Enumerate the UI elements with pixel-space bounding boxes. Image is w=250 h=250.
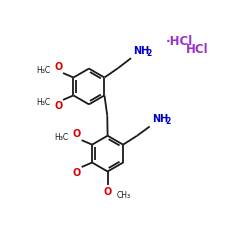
Text: NH: NH	[152, 114, 168, 124]
Text: ·HCl: ·HCl	[165, 35, 192, 48]
Text: O: O	[73, 129, 81, 139]
Text: 2: 2	[165, 117, 170, 126]
Text: NH: NH	[133, 46, 149, 56]
Text: H₃C: H₃C	[36, 98, 50, 107]
Text: O: O	[73, 168, 81, 178]
Text: H₃C: H₃C	[36, 66, 50, 74]
Text: H₃C: H₃C	[54, 133, 69, 142]
Text: O: O	[54, 101, 62, 111]
Text: 2: 2	[146, 49, 152, 58]
Text: O: O	[54, 62, 62, 72]
Text: HCl: HCl	[186, 43, 208, 56]
Text: CH₃: CH₃	[117, 191, 131, 200]
Text: O: O	[104, 187, 112, 197]
